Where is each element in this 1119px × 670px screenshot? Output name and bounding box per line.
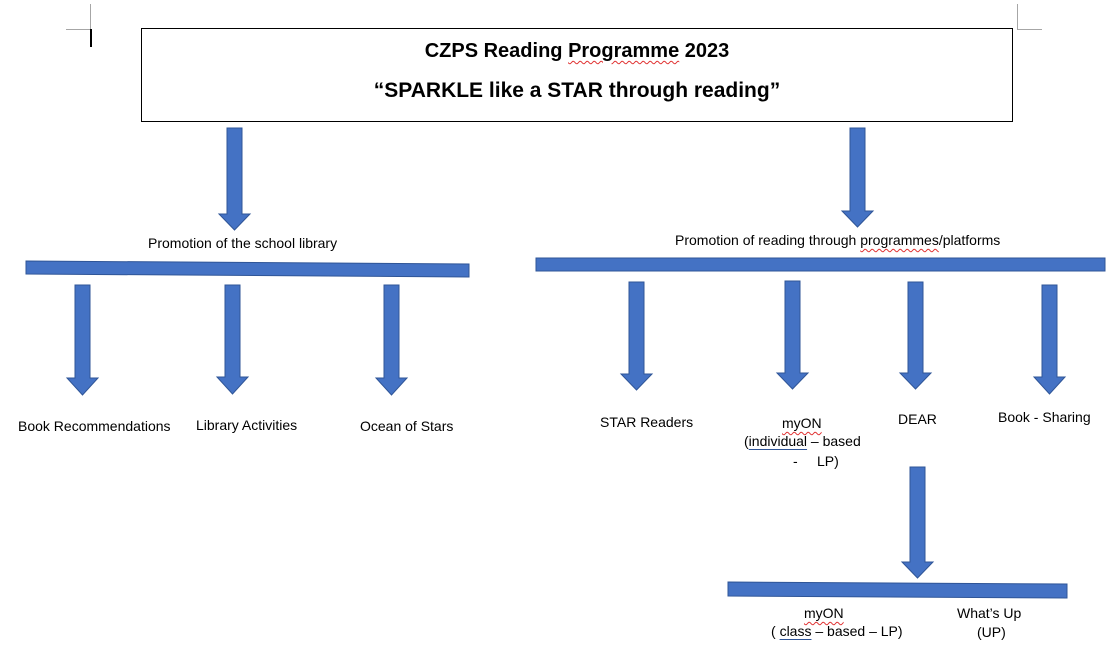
bar-right-branch[interactable] [535,257,1106,272]
bar-left-branch[interactable] [25,260,470,278]
page-corner-mark-left-v [90,4,91,29]
label-dear: DEAR [898,411,937,427]
page-corner-mark-right-h [1017,29,1042,30]
arrow-book-recommendations[interactable] [65,284,100,396]
label-myon-dash: - [793,453,798,469]
arrow-star-readers[interactable] [619,281,654,391]
label-whats-up: What’s Up [957,605,1022,621]
title-flagged-word: Programme [568,40,680,62]
label-star-readers: STAR Readers [600,414,694,430]
myon-based: – based [807,433,861,449]
arrow-ocean-of-stars[interactable] [374,284,409,396]
myon-class-open: ( [771,623,780,639]
label-myon-lp: LP) [817,453,839,469]
myon-individual-word: individual [748,433,808,449]
arrow-book-sharing[interactable] [1032,284,1067,395]
label-myon-title: myON [782,415,822,431]
label-library-activities: Library Activities [196,417,298,433]
label-myon-individual: (individual – based [744,433,861,449]
label-myon-class-based: ( class – based – LP) [771,623,903,639]
myon-class-word: class [779,623,812,639]
heading-suffix: /platforms [938,232,1001,248]
text-cursor [90,29,92,47]
arrow-library-activities[interactable] [215,284,250,395]
page-corner-mark-left-h [66,29,90,30]
myon-class-rest: – based – LP) [811,623,903,639]
label-whats-up-abbrev: (UP) [977,624,1006,640]
slogan: “SPARKLE like a STAR through reading” [373,79,781,102]
title-prefix: CZPS Reading [424,40,569,62]
arrow-dear[interactable] [898,281,933,390]
title-box[interactable]: CZPS Reading Programme 2023 “SPARKLE lik… [141,28,1013,122]
arrow-myon-individual[interactable] [775,280,810,390]
title-suffix: 2023 [679,40,730,62]
bar-sub-branch[interactable] [727,581,1068,599]
myon-paren-open: ( [744,433,749,449]
arrow-dear-to-sub-branch[interactable] [900,466,935,579]
heading-school-library: Promotion of the school library [148,235,338,251]
arrow-down-right-branch[interactable] [840,127,875,228]
heading-reading-programmes: Promotion of reading through programmes/… [675,232,1000,248]
label-ocean-of-stars: Ocean of Stars [360,418,454,434]
heading-flagged-word: programmes [860,232,939,248]
page-corner-mark-right-v [1017,4,1018,29]
heading-prefix: Promotion of reading through [675,232,861,248]
arrow-down-left-branch[interactable] [217,127,252,231]
label-book-sharing: Book - Sharing [998,409,1091,425]
label-book-recommendations: Book Recommendations [18,418,171,434]
label-myon-class-title: myON [804,605,844,621]
page-title: CZPS Reading Programme 2023 [142,40,1012,63]
